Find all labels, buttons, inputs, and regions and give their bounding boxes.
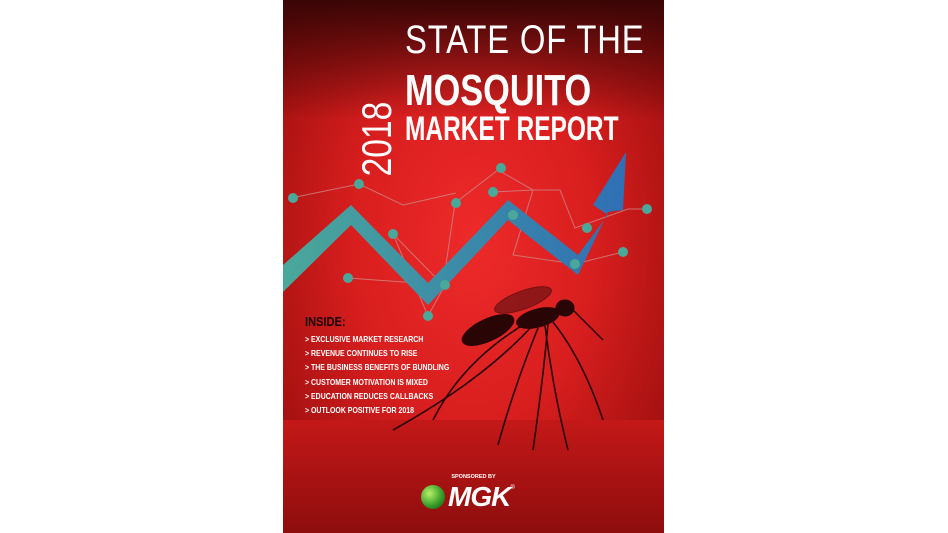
dot	[618, 247, 628, 257]
dot	[288, 193, 298, 203]
sponsored-by-label: SPONSORED BY	[451, 474, 496, 480]
title-line-2: MOSQUITO	[405, 66, 592, 115]
dot	[354, 179, 364, 189]
dot	[423, 311, 433, 321]
magazine-cover: STATE OF THE 2018 MOSQUITO MARKET REPORT…	[283, 0, 664, 533]
list-item: > THE BUSINESS BENEFITS OF BUNDLING	[305, 362, 450, 373]
title-line-1: STATE OF THE	[405, 18, 645, 62]
dot	[488, 187, 498, 197]
dot	[440, 280, 450, 290]
list-item: > OUTLOOK POSITIVE FOR 2018	[305, 405, 415, 416]
mgk-logo: MGK ®	[421, 481, 515, 513]
mosquito-illustration	[392, 286, 604, 451]
dot	[508, 210, 518, 220]
network-lines	[290, 169, 647, 318]
dot	[582, 223, 592, 233]
list-item: > CUSTOMER MOTIVATION IS MIXED	[305, 376, 428, 387]
dot	[570, 259, 580, 269]
inside-heading: INSIDE:	[305, 314, 346, 329]
dot	[388, 229, 398, 239]
year-label: 2018	[353, 101, 400, 177]
list-item: > EXCLUSIVE MARKET RESEARCH	[305, 334, 424, 344]
registered-mark: ®	[510, 485, 515, 491]
inside-list: INSIDE: > EXCLUSIVE MARKET RESEARCH > RE…	[305, 314, 481, 417]
trend-arrow	[283, 152, 626, 305]
list-item: > EDUCATION REDUCES CALLBACKS	[305, 390, 434, 401]
ground-surface	[283, 420, 664, 533]
dot	[642, 204, 652, 214]
network-dots	[288, 163, 652, 321]
list-item: > REVENUE CONTINUES TO RISE	[305, 348, 418, 359]
dot	[343, 273, 353, 283]
mgk-wordmark: MGK	[448, 481, 511, 512]
dot	[451, 198, 461, 208]
dot	[496, 163, 506, 173]
cover-graphics	[283, 152, 652, 451]
mgk-globe-icon	[421, 485, 445, 509]
title-line-3: MARKET REPORT	[405, 110, 619, 148]
